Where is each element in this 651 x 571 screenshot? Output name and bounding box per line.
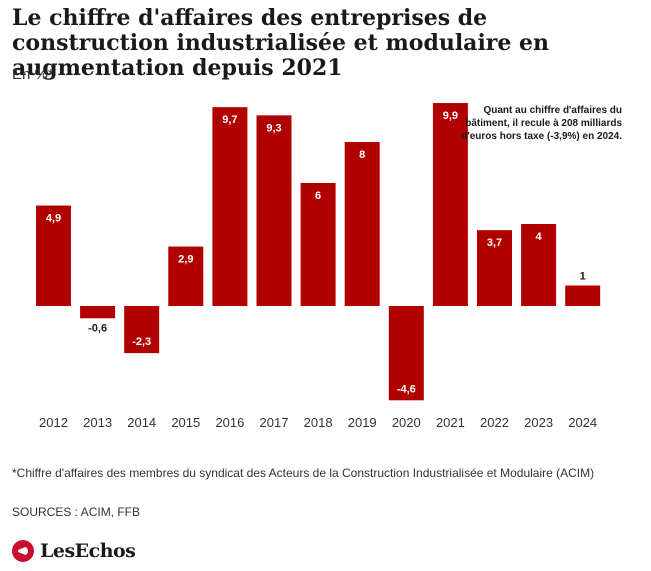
bar-2012 (36, 205, 71, 306)
footnote: *Chiffre d'affaires des membres du syndi… (12, 466, 595, 480)
bar-2021 (432, 103, 468, 306)
chart-subtitle: En %* (12, 66, 54, 83)
data-label-2012: 4,9 (46, 213, 61, 225)
x-tick-2020: 2020 (392, 415, 421, 430)
bar-2014 (124, 306, 160, 354)
bar-2017 (256, 115, 292, 306)
data-label-2014: -2,3 (132, 336, 151, 348)
data-label-2018: 6 (315, 190, 321, 202)
x-tick-2012: 2012 (39, 415, 68, 430)
bar-2016 (212, 107, 248, 307)
x-tick-2014: 2014 (127, 415, 156, 430)
data-label-2023: 4 (536, 231, 543, 243)
bar-2019 (344, 142, 380, 306)
chart-title: Le chiffre d'affaires des entreprises de… (12, 5, 550, 81)
bar-2015 (168, 246, 204, 306)
data-label-2021: 9,9 (443, 110, 458, 122)
x-tick-2021: 2021 (436, 415, 465, 430)
bar-chart: 4,9 2012 -0,6 2013 -2,3 2014 2,9 2015 9,7 2016 9,3… (36, 103, 601, 430)
data-label-2016: 9,7 (222, 114, 237, 126)
x-tick-2013: 2013 (83, 415, 112, 430)
x-tick-2022: 2022 (480, 415, 509, 430)
bar-2018 (300, 183, 336, 306)
les-echos-logo: LesEchos (12, 540, 136, 562)
chart-annotation: Quant au chiffre d'affaires du bâtiment,… (461, 105, 622, 142)
x-tick-2024: 2024 (568, 415, 597, 430)
data-label-2019: 8 (359, 149, 365, 161)
x-tick-2016: 2016 (215, 415, 244, 430)
x-tick-2023: 2023 (524, 415, 553, 430)
bar-2023 (521, 224, 557, 306)
bar-2022 (477, 230, 512, 306)
x-tick-2017: 2017 (260, 415, 289, 430)
data-label-2017: 9,3 (266, 122, 281, 134)
data-label-2020: -4,6 (397, 383, 416, 395)
data-label-2024: 1 (580, 271, 586, 283)
data-label-2013: -0,6 (88, 322, 107, 334)
bar-2024 (565, 285, 601, 306)
sources: SOURCES : ACIM, FFB (12, 505, 141, 519)
les-echos-logo-icon (12, 540, 34, 562)
bar-2013 (80, 306, 116, 319)
data-label-2015: 2,9 (178, 254, 193, 266)
logo-text: LesEchos (40, 540, 136, 562)
x-tick-2018: 2018 (304, 415, 333, 430)
x-tick-2019: 2019 (348, 415, 377, 430)
data-label-2022: 3,7 (487, 237, 502, 249)
x-tick-2015: 2015 (171, 415, 200, 430)
bar-2020 (388, 306, 424, 401)
